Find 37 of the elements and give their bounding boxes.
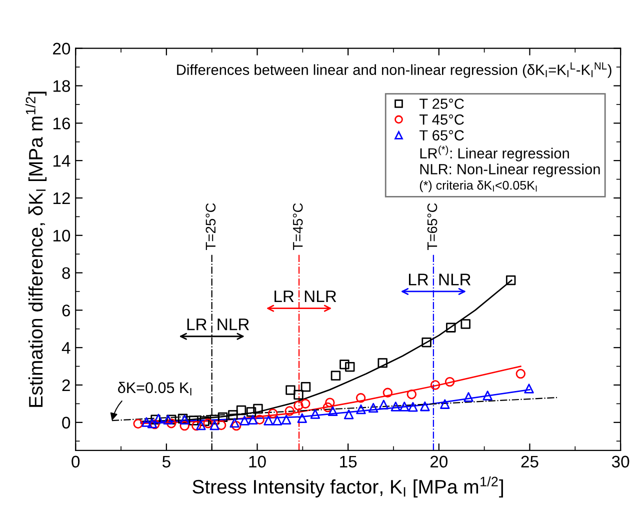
y-tick-label: 10 xyxy=(53,230,70,242)
y-tick-label: 4 xyxy=(62,342,70,354)
y-tick-label: 20 xyxy=(53,42,70,55)
annotation: NLR xyxy=(304,290,336,302)
y-tick-label: 8 xyxy=(62,267,70,279)
legend-label: T 65°C xyxy=(419,130,464,140)
y-tick-label: 0 xyxy=(62,416,70,429)
annotation: LR$^{(*)}$: Linear regression xyxy=(420,146,569,162)
y-tick-label: 16 xyxy=(53,118,70,130)
y-tick-label: 12 xyxy=(53,192,70,204)
annotation: NLR xyxy=(218,318,249,330)
annotation: δK=0.05 K$_{I}$ xyxy=(118,382,192,396)
y-tick-label: 18 xyxy=(53,80,70,92)
x-tick-label: 20 xyxy=(430,456,448,468)
x-tick-label: 10 xyxy=(249,456,266,468)
y-tick-label: 2 xyxy=(62,379,70,392)
x-tick-label: 30 xyxy=(612,456,630,468)
annotation: T=25°C xyxy=(206,203,216,250)
annotation: LR xyxy=(408,274,428,286)
legend-label: T 25°C xyxy=(419,98,464,109)
annotation: LR xyxy=(187,318,207,330)
annotation: T=65°C xyxy=(427,203,438,250)
annotation: LR xyxy=(274,290,294,302)
x-tick-label: 0 xyxy=(72,456,80,468)
annotation: (*) criteria δK$_{I}$<0.05K$_{I}$ xyxy=(420,180,537,192)
annotation: T=45°C xyxy=(292,203,303,250)
legend-label: T 45°C xyxy=(419,114,464,125)
annotation: NLR xyxy=(439,274,471,286)
annotation: NLR: Non-Linear regression xyxy=(420,164,600,178)
y-axis-title: Estimation difference, δK$_{I}$ [MPa m$^{1/2}$] xyxy=(25,92,47,407)
x-tick-label: 15 xyxy=(340,456,357,468)
text: Differences between linear and non-linear regression (δK$_{I}$=K$_{I}$$^{L}$-K$_{I}$$^{NL}$) xyxy=(177,62,612,78)
x-tick-label: 5 xyxy=(162,456,170,468)
y-tick-label: 6 xyxy=(62,304,70,316)
x-axis-title: Stress Intensity factor, K$_{I}$ [MPa m$^{1/2}$] xyxy=(192,476,503,498)
x-tick-label: 25 xyxy=(521,456,538,468)
y-tick-label: 14 xyxy=(53,155,70,167)
